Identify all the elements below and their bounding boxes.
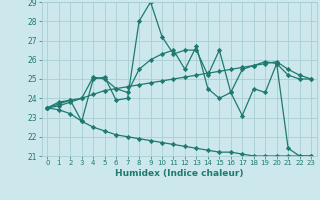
X-axis label: Humidex (Indice chaleur): Humidex (Indice chaleur)	[115, 169, 244, 178]
